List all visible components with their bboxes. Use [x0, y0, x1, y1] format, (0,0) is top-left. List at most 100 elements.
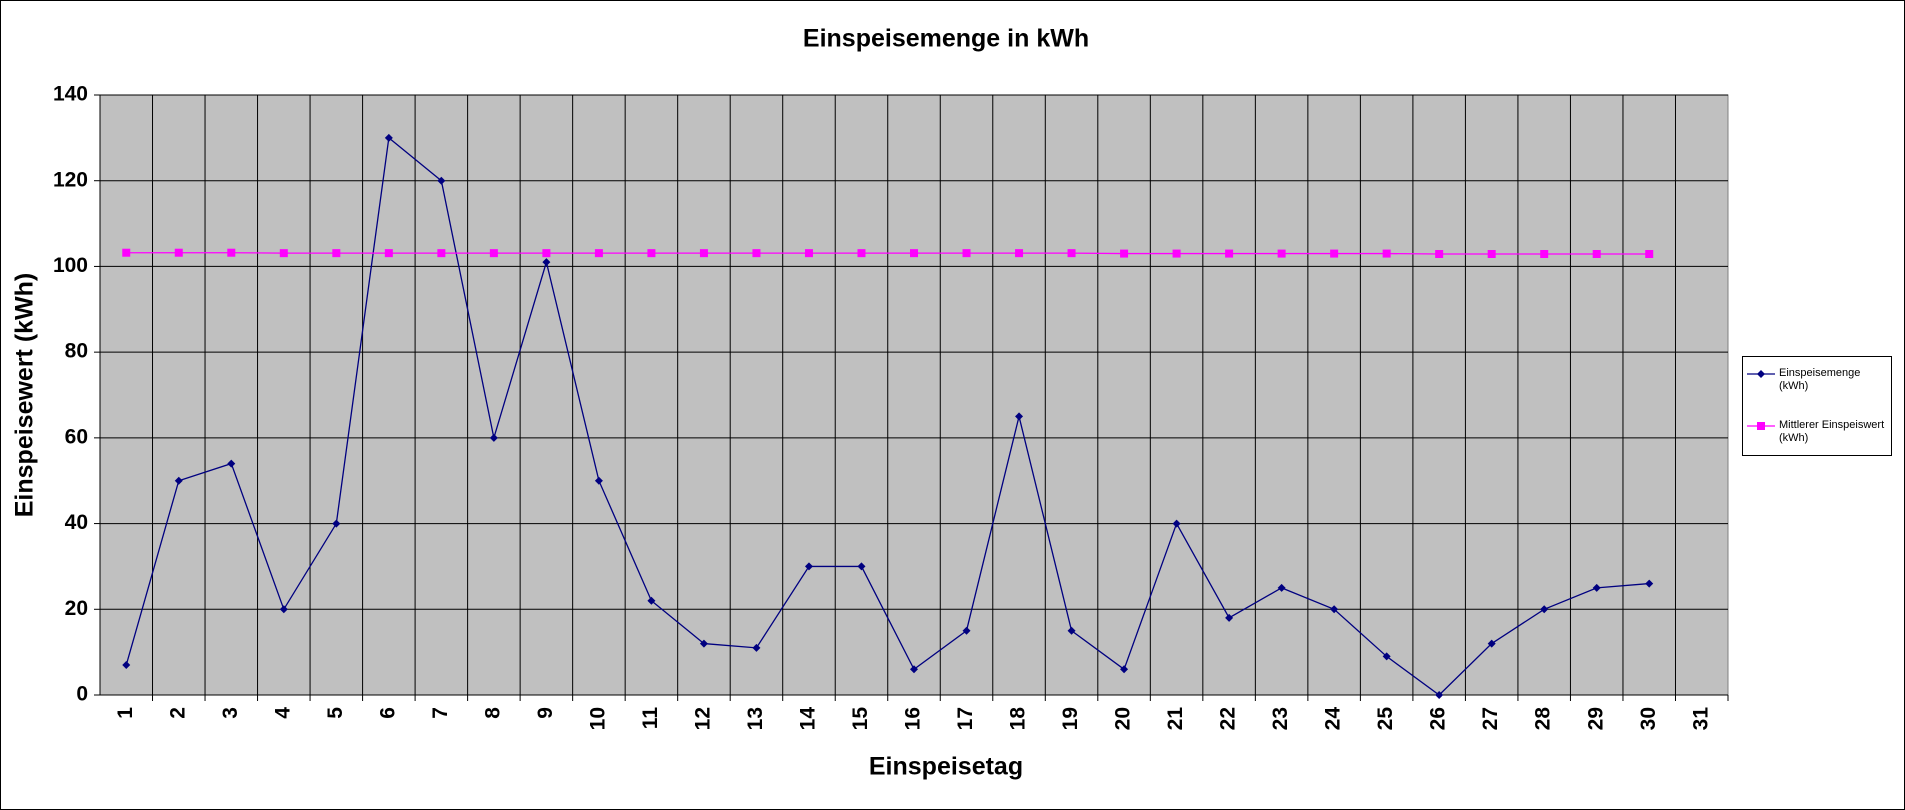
data-point — [1540, 605, 1549, 614]
x-tick-label: 6 — [376, 707, 399, 719]
data-point — [1330, 249, 1339, 258]
x-tick-label: 5 — [324, 707, 347, 719]
data-point — [1435, 691, 1444, 699]
x-tick-label: 9 — [534, 707, 557, 719]
data-point — [122, 248, 131, 257]
data-point — [174, 476, 183, 485]
data-point — [962, 626, 971, 635]
data-point — [437, 249, 446, 258]
legend-marker — [1757, 422, 1765, 430]
data-point — [1120, 665, 1129, 674]
data-point — [279, 605, 288, 614]
data-point — [437, 176, 446, 185]
x-tick-label: 26 — [1427, 707, 1450, 730]
x-tick-label: 8 — [481, 707, 504, 719]
x-tick-label: 31 — [1689, 707, 1712, 731]
x-tick-label: 24 — [1322, 707, 1345, 731]
data-point — [910, 665, 918, 674]
data-point — [122, 661, 131, 669]
y-tick-label: 60 — [65, 425, 88, 448]
y-tick-label: 20 — [65, 597, 88, 620]
plot-area — [99, 94, 1729, 696]
x-tick-label: 4 — [271, 707, 294, 719]
x-tick-label: 22 — [1217, 707, 1240, 730]
x-tick-label: 15 — [849, 707, 872, 731]
data-point — [699, 639, 708, 648]
data-point — [332, 519, 341, 528]
y-tick-label: 120 — [53, 168, 88, 191]
x-tick-label: 17 — [954, 707, 977, 730]
x-tick-label: 25 — [1374, 707, 1397, 731]
data-point — [1172, 249, 1181, 258]
data-point — [542, 249, 551, 258]
data-point — [332, 249, 341, 258]
x-tick-label: 20 — [1112, 707, 1135, 730]
data-point — [1225, 613, 1234, 622]
x-tick-label: 7 — [429, 707, 452, 719]
x-tick-label: 29 — [1584, 707, 1607, 730]
data-point — [1382, 652, 1391, 661]
y-tick-label: 40 — [65, 511, 88, 534]
x-tick-label: 14 — [797, 707, 820, 731]
data-point — [227, 248, 236, 257]
data-point — [1435, 250, 1444, 258]
series-line — [126, 252, 1650, 255]
legend-label: Einspeisemenge (kWh) — [1779, 367, 1861, 392]
data-point — [1172, 519, 1181, 528]
data-point — [594, 249, 603, 258]
x-tick-label: 2 — [166, 707, 189, 719]
data-point — [647, 596, 656, 605]
x-tick-label: 1 — [114, 707, 137, 719]
series-line — [125, 136, 1650, 696]
legend-label: Mittlerer Einspeiswert (kWh) — [1779, 419, 1885, 444]
data-point — [594, 476, 603, 485]
x-tick-label: 11 — [639, 707, 662, 730]
data-point — [384, 249, 393, 258]
data-point — [1487, 639, 1496, 648]
data-point — [1015, 249, 1024, 258]
x-tick-label: 28 — [1532, 707, 1555, 731]
chart-title: Einspeisemenge in kWh — [803, 25, 1089, 53]
y-axis-label: Einspeisewert (kWh) — [11, 273, 39, 518]
data-point — [962, 249, 971, 258]
data-point — [1540, 250, 1549, 258]
data-point — [1120, 249, 1129, 258]
data-point — [1067, 626, 1076, 635]
y-tick-label: 140 — [53, 83, 88, 106]
x-tick-label: 16 — [902, 707, 925, 730]
y-tick-label: 100 — [53, 254, 88, 277]
data-point — [542, 258, 551, 267]
data-point — [1645, 250, 1654, 258]
data-point — [1592, 583, 1601, 592]
legend-swatch — [1747, 422, 1775, 430]
data-point — [1645, 579, 1654, 588]
data-point — [489, 249, 498, 258]
x-tick-label: 21 — [1164, 707, 1187, 731]
data-point — [857, 562, 866, 571]
y-tick-label: 0 — [76, 683, 88, 706]
data-point — [227, 459, 236, 468]
data-point — [174, 248, 183, 257]
data-point — [1015, 412, 1024, 421]
data-point — [1382, 249, 1391, 258]
x-tick-label: 19 — [1059, 707, 1082, 730]
x-tick-label: 10 — [586, 707, 609, 730]
legend: Einspeisemenge (kWh) Mittlerer Einspeiswe… — [1742, 356, 1892, 456]
y-tick-label: 80 — [65, 340, 88, 363]
data-point — [1225, 249, 1234, 258]
data-point — [804, 249, 813, 258]
x-tick-label: 27 — [1479, 707, 1502, 730]
data-point — [857, 249, 866, 258]
x-tick-label: 30 — [1637, 707, 1660, 730]
data-point — [279, 249, 288, 258]
data-point — [489, 433, 498, 442]
x-axis-label: Einspeisetag — [869, 753, 1023, 781]
x-tick-label: 18 — [1007, 707, 1030, 731]
data-point — [1277, 583, 1286, 592]
data-point — [1277, 249, 1286, 258]
x-tick-label: 23 — [1269, 707, 1292, 730]
x-tick-label: 12 — [691, 707, 714, 730]
data-point — [1067, 249, 1076, 258]
data-point — [1487, 250, 1496, 258]
